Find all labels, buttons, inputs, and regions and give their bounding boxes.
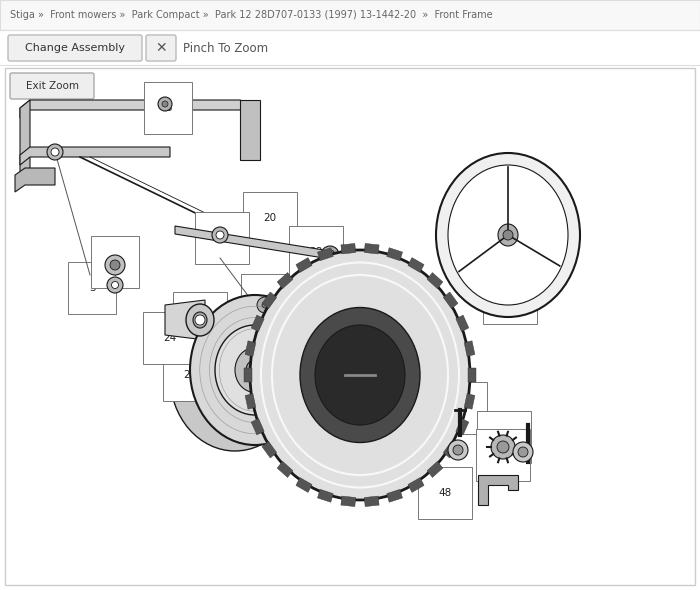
Ellipse shape	[190, 295, 320, 445]
Ellipse shape	[170, 301, 300, 451]
Polygon shape	[165, 300, 205, 340]
Text: 25: 25	[408, 325, 421, 335]
Polygon shape	[456, 418, 469, 435]
Circle shape	[105, 255, 125, 275]
Polygon shape	[245, 341, 255, 356]
Circle shape	[162, 101, 168, 107]
Polygon shape	[408, 477, 424, 493]
Text: Exit Zoom: Exit Zoom	[25, 81, 78, 91]
Polygon shape	[277, 273, 293, 289]
Polygon shape	[408, 258, 424, 273]
Text: 23: 23	[193, 313, 206, 323]
Ellipse shape	[186, 304, 214, 336]
Text: 30: 30	[498, 432, 510, 442]
Circle shape	[107, 277, 123, 293]
Text: 29: 29	[454, 403, 467, 413]
Polygon shape	[318, 489, 333, 502]
Polygon shape	[386, 489, 402, 502]
Circle shape	[212, 227, 228, 243]
Circle shape	[158, 97, 172, 111]
Polygon shape	[341, 496, 356, 507]
Polygon shape	[175, 226, 330, 259]
Polygon shape	[251, 315, 264, 332]
Polygon shape	[318, 248, 333, 261]
Text: 5: 5	[164, 103, 172, 113]
Polygon shape	[464, 394, 475, 409]
Polygon shape	[456, 315, 469, 332]
Polygon shape	[251, 418, 264, 435]
Ellipse shape	[246, 360, 264, 380]
Text: 4: 4	[112, 257, 118, 267]
Text: 20: 20	[263, 213, 276, 223]
Polygon shape	[15, 168, 55, 192]
Polygon shape	[296, 258, 312, 273]
Polygon shape	[443, 292, 458, 309]
Polygon shape	[20, 100, 30, 183]
Polygon shape	[20, 100, 260, 118]
Circle shape	[195, 315, 205, 325]
Polygon shape	[296, 477, 312, 493]
Ellipse shape	[215, 325, 295, 415]
Text: 48: 48	[438, 488, 452, 498]
Text: 28: 28	[309, 247, 323, 257]
Circle shape	[262, 302, 268, 308]
Ellipse shape	[193, 312, 207, 328]
Text: Change Assembly: Change Assembly	[25, 43, 125, 53]
Polygon shape	[364, 496, 379, 507]
FancyBboxPatch shape	[146, 35, 176, 61]
Circle shape	[257, 297, 273, 313]
Text: 26: 26	[503, 293, 517, 303]
Polygon shape	[478, 475, 518, 505]
Circle shape	[325, 250, 335, 260]
Circle shape	[491, 435, 515, 459]
Circle shape	[51, 148, 59, 156]
Text: Pinch To Zoom: Pinch To Zoom	[183, 41, 268, 54]
FancyBboxPatch shape	[10, 73, 94, 99]
Bar	[5, 68, 695, 585]
Ellipse shape	[235, 348, 275, 392]
Text: Stiga »  Front mowers »  Park Compact »  Park 12 28D707-0133 (1997) 13-1442-20  : Stiga » Front mowers » Park Compact » Pa…	[10, 10, 493, 20]
Polygon shape	[464, 341, 475, 356]
Polygon shape	[364, 244, 379, 254]
Circle shape	[518, 447, 528, 457]
Text: 21: 21	[216, 233, 229, 243]
Circle shape	[503, 230, 513, 240]
Polygon shape	[20, 147, 170, 165]
Ellipse shape	[436, 153, 580, 317]
Polygon shape	[277, 461, 293, 477]
Polygon shape	[245, 394, 255, 409]
Polygon shape	[443, 441, 458, 458]
Text: ✕: ✕	[155, 41, 167, 55]
Circle shape	[47, 144, 63, 160]
Circle shape	[497, 441, 509, 453]
Text: 24: 24	[163, 333, 176, 343]
Circle shape	[110, 260, 120, 270]
Polygon shape	[262, 292, 276, 309]
Ellipse shape	[300, 307, 420, 442]
Polygon shape	[341, 244, 356, 254]
Circle shape	[513, 442, 533, 462]
Polygon shape	[244, 368, 252, 382]
Circle shape	[321, 246, 339, 264]
Polygon shape	[468, 368, 476, 382]
Text: 27: 27	[261, 295, 274, 305]
Circle shape	[111, 281, 118, 289]
Polygon shape	[427, 273, 443, 289]
Circle shape	[453, 445, 463, 455]
FancyBboxPatch shape	[8, 35, 142, 61]
Ellipse shape	[315, 325, 405, 425]
Ellipse shape	[498, 224, 518, 246]
Circle shape	[448, 440, 468, 460]
Polygon shape	[262, 441, 276, 458]
Circle shape	[216, 231, 224, 239]
Polygon shape	[386, 248, 402, 261]
Ellipse shape	[250, 250, 470, 500]
Bar	[0, 0, 700, 30]
Polygon shape	[427, 461, 443, 477]
Text: 29: 29	[496, 450, 510, 460]
Ellipse shape	[448, 165, 568, 305]
Text: 22: 22	[183, 370, 197, 380]
Polygon shape	[240, 100, 260, 160]
Text: 3: 3	[89, 283, 95, 293]
